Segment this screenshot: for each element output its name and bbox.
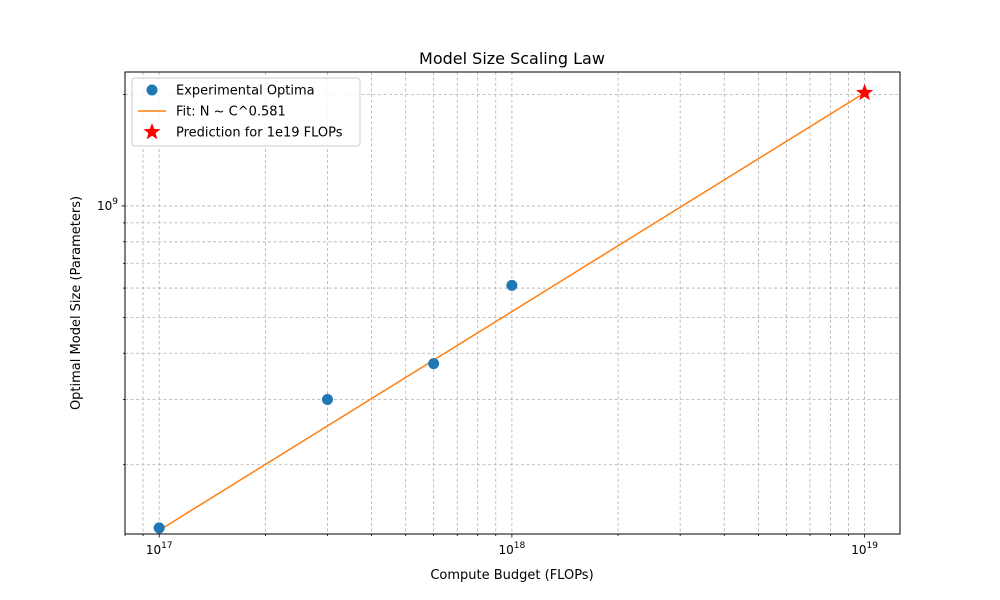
- axis-ticks: 1017 1018 1019 109: [97, 94, 878, 557]
- data-point: [153, 522, 165, 534]
- legend-star-swatch: [143, 123, 161, 140]
- grid-lines: [124, 72, 900, 534]
- data-point: [506, 279, 518, 291]
- prediction-star-point: [856, 83, 874, 101]
- legend-label: Prediction for 1e19 FLOPs: [176, 126, 343, 141]
- chart-title: Model Size Scaling Law: [419, 49, 605, 68]
- fit-line: [158, 92, 865, 531]
- data-point: [321, 394, 333, 406]
- data-point: [428, 358, 440, 370]
- y-axis-label: Optimal Model Size (Parameters): [69, 196, 84, 410]
- legend-box: [131, 77, 361, 147]
- y-tick-label: 109: [97, 197, 118, 213]
- legend-label: Experimental Optima: [176, 84, 315, 99]
- legend-label: Fit: N ~ C^0.581: [176, 105, 286, 120]
- plot-frame: [124, 71, 901, 535]
- x-tick-label: 1017: [146, 541, 173, 557]
- legend-circle-swatch: [146, 84, 158, 96]
- x-axis-label: Compute Budget (FLOPs): [430, 568, 593, 583]
- x-tick-label: 1019: [851, 541, 878, 557]
- plot-series: [153, 83, 874, 534]
- x-tick-label: 1018: [499, 541, 526, 557]
- legend: Experimental Optima Fit: N ~ C^0.581 Predi…: [131, 77, 361, 147]
